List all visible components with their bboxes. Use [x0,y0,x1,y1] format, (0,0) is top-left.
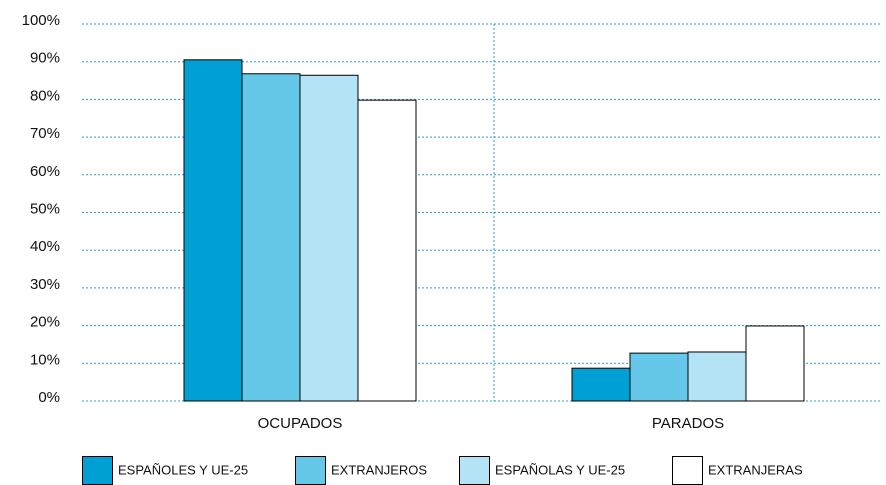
y-tick-label: 90% [30,50,60,67]
bar [299,74,359,402]
x-tick-label: PARADOS [652,415,724,432]
y-tick-label: 0% [38,389,60,406]
bar [241,73,301,402]
legend-label leg: EXTRANJEROS [331,462,427,477]
y-tick-label: 80% [30,87,60,104]
y-tick-label: 40% [30,238,60,255]
y-tick-label: 70% [30,125,60,142]
y-tick-label: 50% [30,200,60,217]
y-tick-label: 20% [30,314,60,331]
legend-swatch [459,456,490,485]
bar [183,59,243,402]
y-tick-label: 10% [30,351,60,368]
legend-swatch [82,456,113,485]
legend-label leg: ESPAÑOLES Y UE-25 [118,462,248,477]
legend-label leg: EXTRANJERAS [708,462,803,477]
y-tick-label: 100% [22,12,60,29]
x-tick-label: OCUPADOS [258,415,343,432]
legend-swatch [295,456,326,485]
y-tick-label: 60% [30,163,60,180]
legend-label leg: ESPAÑOLAS Y UE-25 [495,462,625,477]
y-tick-label: 30% [30,276,60,293]
bar [571,367,631,402]
bar [629,352,689,402]
legend-swatch [672,456,703,485]
bar [687,351,747,402]
bar [357,99,417,402]
bar [745,325,805,402]
